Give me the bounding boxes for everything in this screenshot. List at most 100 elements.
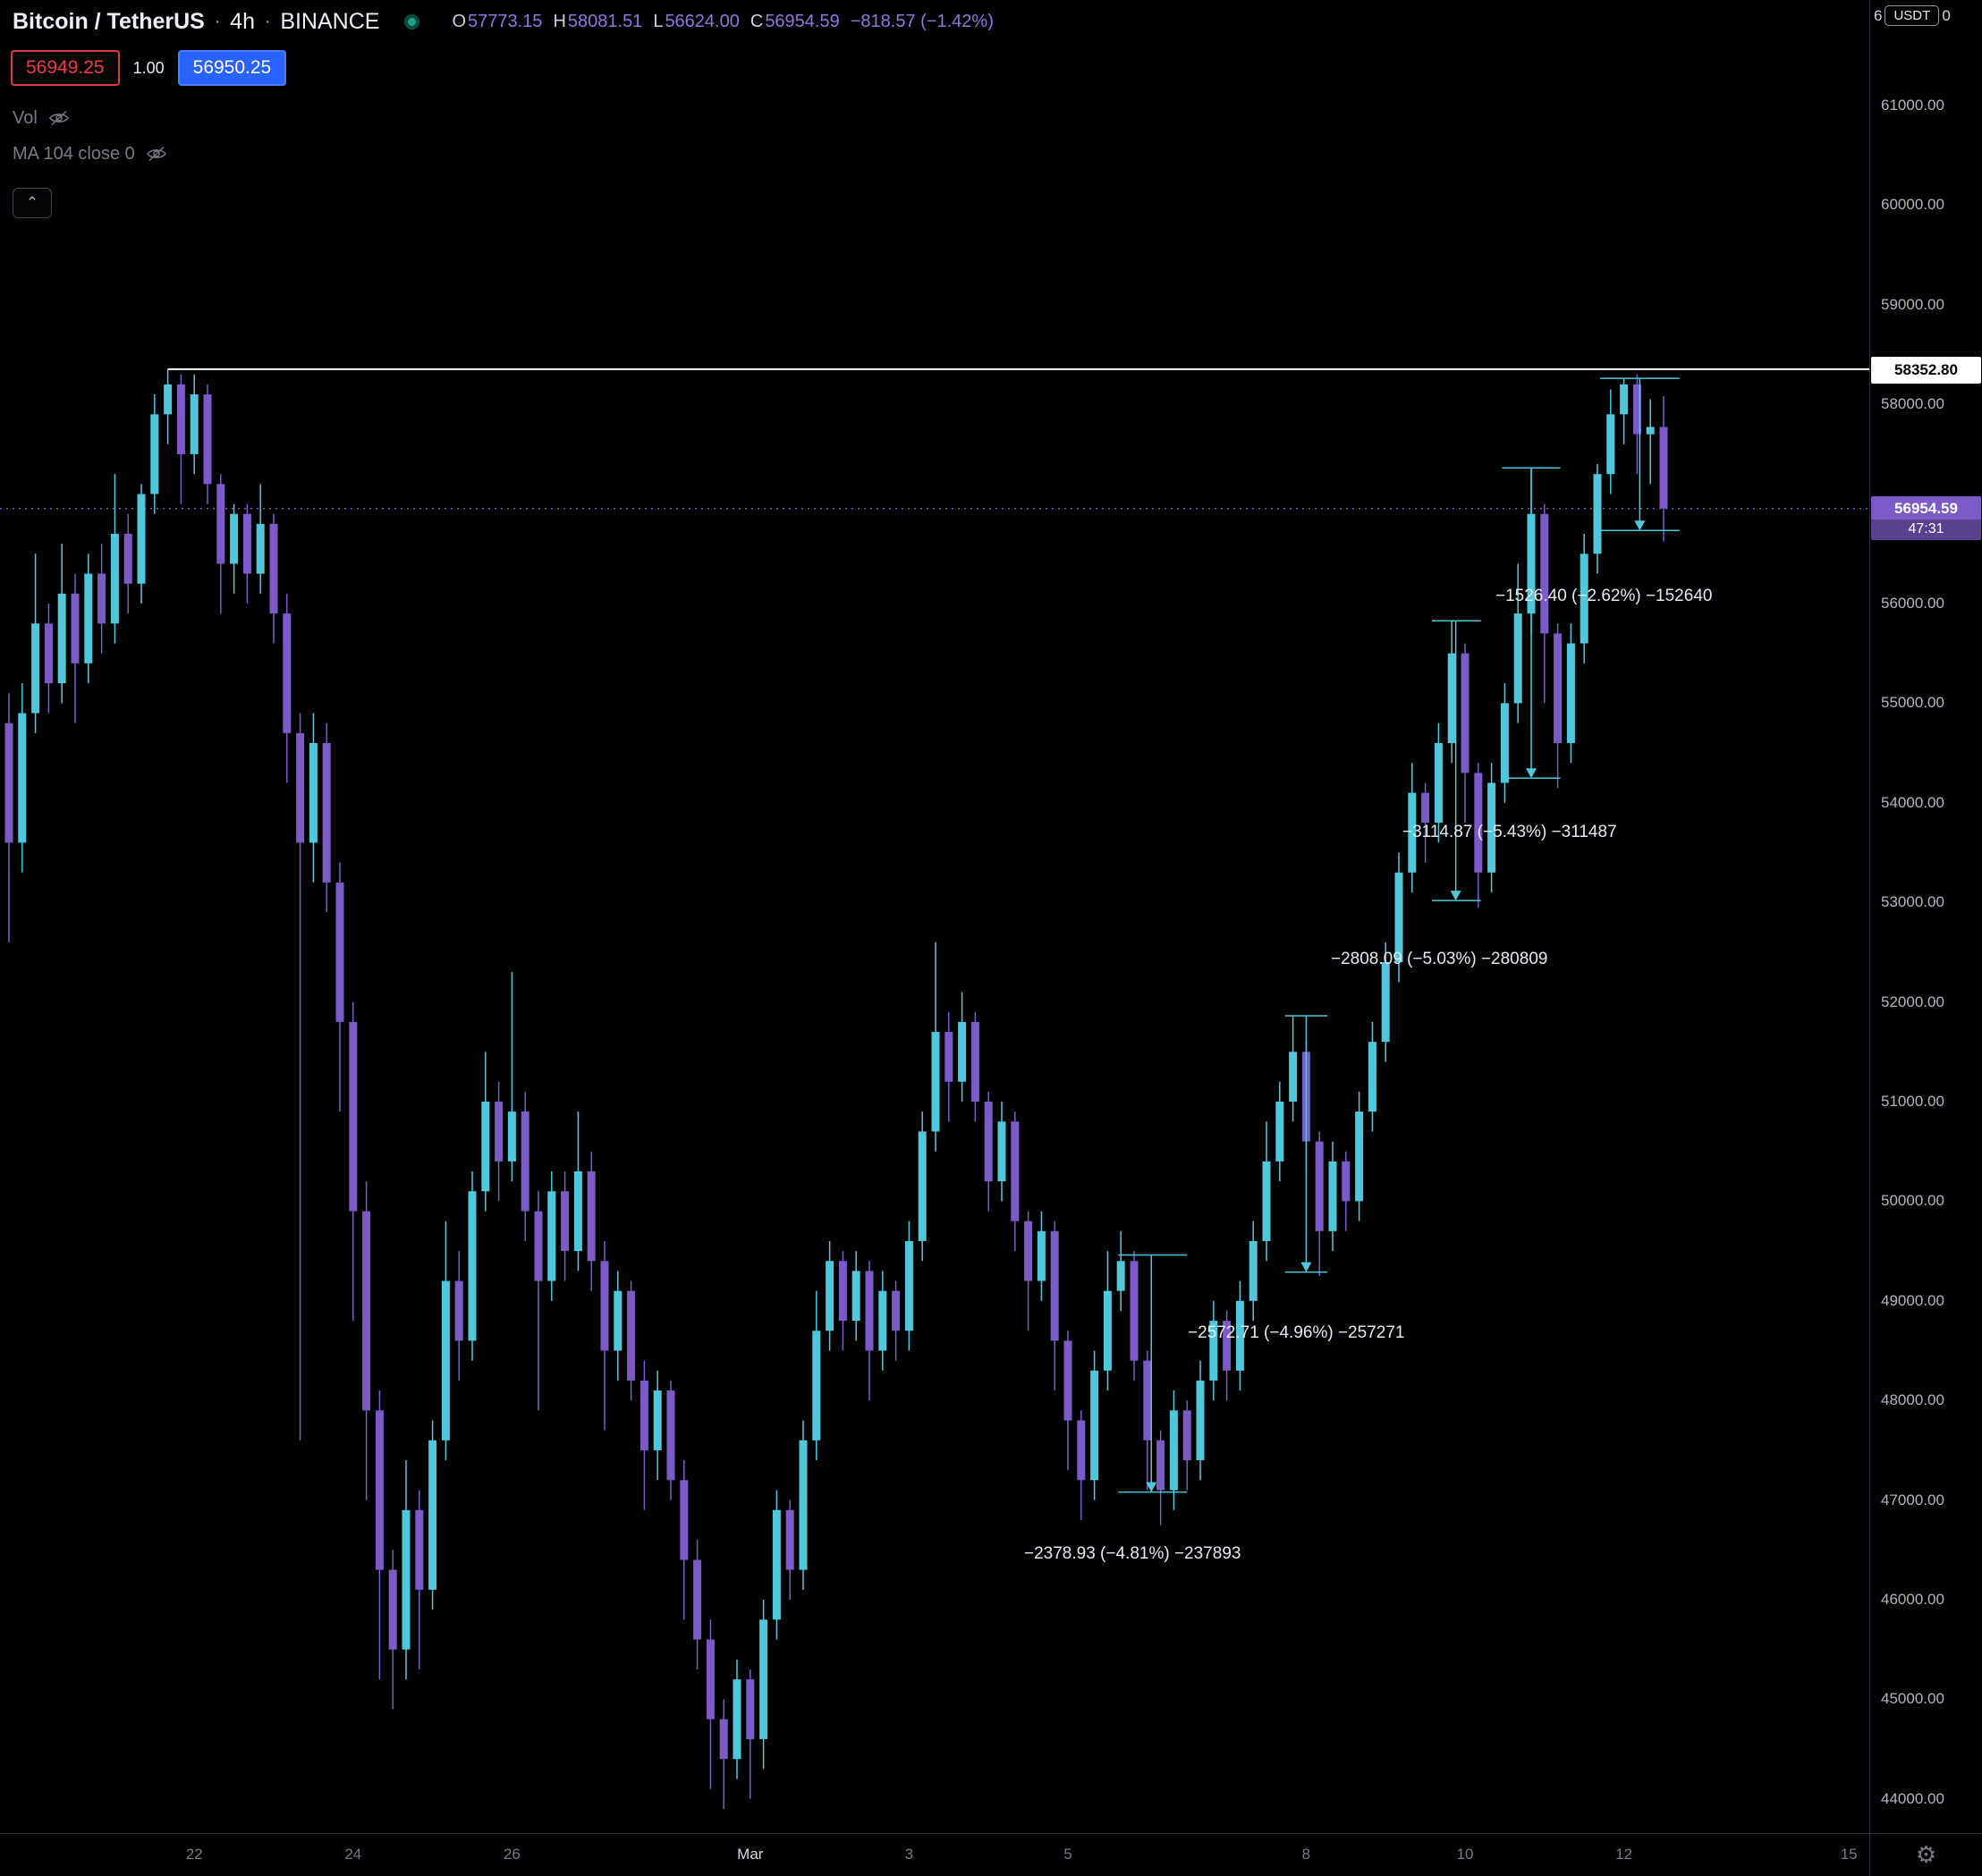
- time-axis-label: 10: [1456, 1846, 1474, 1863]
- ma-indicator-label: MA 104 close 0: [13, 143, 135, 164]
- time-axis[interactable]: 22 24 26 Mar 3 5 8 10 12 15: [0, 1833, 1869, 1876]
- high-label: H: [553, 12, 566, 31]
- price-chart-canvas[interactable]: −2378.93 (−4.81%) −237893 −2572.71 (−4.96…: [0, 0, 1869, 1833]
- candle-body: [335, 882, 344, 1022]
- symbol-title[interactable]: Bitcoin / TetherUS: [13, 9, 205, 34]
- measure-arrowhead-icon: [1634, 520, 1646, 531]
- candle-body: [1223, 1321, 1232, 1371]
- visibility-off-icon[interactable]: [48, 110, 70, 126]
- price-axis-label: 60000.00: [1881, 196, 1944, 214]
- currency-unit-button[interactable]: USDT: [1885, 5, 1940, 26]
- candle-body: [706, 1639, 715, 1720]
- candle-body: [481, 1102, 490, 1192]
- axis-settings-corner[interactable]: ⚙: [1869, 1833, 1982, 1876]
- buy-button[interactable]: 56950.25: [177, 50, 287, 86]
- candle-body: [561, 1191, 570, 1252]
- candle-body: [958, 1021, 967, 1082]
- candle-body: [1103, 1290, 1112, 1371]
- candle-body: [1447, 653, 1456, 743]
- candle-body: [639, 1380, 648, 1450]
- chevron-up-icon: ⌃: [25, 194, 39, 211]
- exchange-label[interactable]: BINANCE: [280, 9, 380, 34]
- measurement-label: −2378.93 (−4.81%) −237893: [1024, 1544, 1241, 1563]
- candle-body: [719, 1719, 728, 1760]
- candle-body: [812, 1331, 821, 1441]
- candle-body: [547, 1191, 556, 1281]
- candle-body: [1593, 474, 1602, 554]
- candle-body: [1646, 427, 1655, 435]
- candle-body: [1487, 782, 1496, 873]
- current-price-value: 56954.59: [1894, 499, 1958, 517]
- indicator-row-ma[interactable]: MA 104 close 0: [13, 141, 167, 166]
- candle-body: [838, 1261, 847, 1322]
- measurement-label: −3114.87 (−5.43%) −311487: [1402, 823, 1617, 841]
- price-axis-label: 53000.00: [1881, 893, 1944, 911]
- candle-body: [362, 1211, 371, 1411]
- candle-body: [759, 1619, 768, 1739]
- candle-body: [826, 1261, 834, 1331]
- candle-body: [1037, 1230, 1046, 1281]
- candle-body: [375, 1410, 384, 1570]
- candle-body: [614, 1290, 623, 1351]
- candle-body: [521, 1111, 529, 1212]
- low-label: L: [653, 12, 664, 31]
- candle-body: [1632, 384, 1641, 435]
- measure-arrowhead-icon: [1146, 1482, 1157, 1492]
- candle-body: [31, 623, 40, 714]
- candle-body: [931, 1032, 940, 1132]
- measure-arrowhead-icon: [1300, 1262, 1312, 1272]
- candle-body: [653, 1390, 662, 1450]
- visibility-off-icon[interactable]: [146, 146, 167, 162]
- candle-body: [1249, 1240, 1258, 1301]
- candle-body: [1050, 1230, 1059, 1341]
- spread-value: 1.00: [132, 58, 165, 77]
- price-axis-label: 54000.00: [1881, 793, 1944, 811]
- price-axis[interactable]: 6 USDT 0 58352.80 56954.59 47:31 61000.0…: [1869, 0, 1982, 1833]
- candle-body: [1580, 554, 1588, 644]
- candle-body: [150, 414, 159, 494]
- time-axis-label: 12: [1615, 1846, 1633, 1863]
- candle-body: [269, 523, 278, 614]
- candle-body: [242, 513, 251, 574]
- candle-body: [402, 1509, 411, 1650]
- candle-body: [573, 1170, 582, 1252]
- candle-body: [1275, 1102, 1284, 1162]
- settings-gear-icon[interactable]: ⚙: [1915, 1841, 1937, 1868]
- candle-body: [865, 1271, 874, 1351]
- candle-body: [415, 1509, 424, 1590]
- time-axis-label: Mar: [737, 1846, 764, 1863]
- candle-body: [216, 484, 225, 564]
- sell-button[interactable]: 56949.25: [11, 50, 120, 86]
- open-value: 57773.15: [468, 12, 543, 31]
- candle-body: [1355, 1111, 1364, 1202]
- indicator-row-volume[interactable]: Vol: [13, 106, 167, 131]
- price-axis-label: 52000.00: [1881, 993, 1944, 1010]
- candle-body: [1209, 1321, 1218, 1381]
- candle-body: [1394, 872, 1403, 963]
- candle-body: [1130, 1261, 1139, 1361]
- candle-body: [454, 1280, 463, 1341]
- measure-arrowhead-icon: [1450, 891, 1461, 901]
- candle-body: [1024, 1221, 1033, 1281]
- candle-body: [587, 1170, 596, 1262]
- candle-body: [388, 1569, 397, 1650]
- legend-collapse-button[interactable]: ⌃: [13, 188, 52, 218]
- candle-body: [799, 1440, 808, 1570]
- indicator-legend: Vol MA 104 close 0: [13, 106, 167, 177]
- time-axis-label: 5: [1063, 1846, 1072, 1863]
- candle-body: [1182, 1410, 1191, 1461]
- price-axis-label: 48000.00: [1881, 1391, 1944, 1409]
- candle-body: [123, 534, 132, 584]
- price-axis-label: 59000.00: [1881, 295, 1944, 313]
- candle-body: [680, 1480, 689, 1560]
- candle-body: [1262, 1161, 1271, 1241]
- time-axis-label: 26: [503, 1846, 521, 1863]
- candle-body: [349, 1021, 358, 1212]
- candle-body: [507, 1111, 516, 1162]
- candle-body: [997, 1121, 1006, 1182]
- candle-body: [1421, 792, 1430, 824]
- candle-body: [1659, 427, 1668, 509]
- interval-label[interactable]: 4h: [230, 9, 255, 34]
- close-value: 56954.59: [765, 12, 840, 31]
- candle-body: [1156, 1440, 1165, 1491]
